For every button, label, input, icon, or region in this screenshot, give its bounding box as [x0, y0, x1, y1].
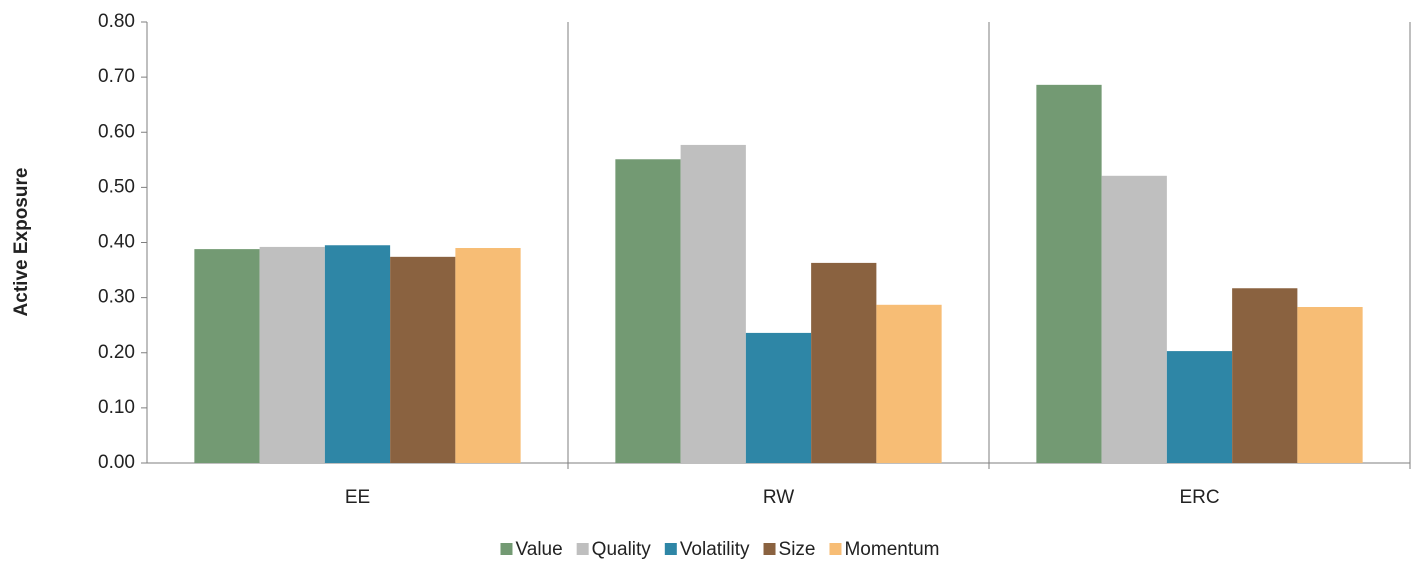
legend-label: Value [515, 539, 562, 560]
y-tick-label: 0.40 [98, 232, 135, 253]
x-tick-label: RW [763, 487, 794, 508]
legend-label: Quality [592, 539, 652, 560]
bar [811, 262, 877, 463]
bar [680, 144, 746, 463]
bar [194, 249, 260, 463]
y-tick-label: 0.10 [98, 397, 135, 418]
y-tick-label: 0.00 [98, 452, 135, 473]
legend-label: Size [779, 539, 816, 560]
x-tick-label: EE [345, 487, 370, 508]
y-tick-label: 0.70 [98, 66, 135, 87]
bar [1036, 84, 1102, 463]
legend-label: Momentum [844, 539, 939, 560]
bar [615, 159, 681, 464]
bar [1166, 351, 1233, 463]
y-tick-label: 0.50 [98, 176, 135, 197]
y-tick-label: 0.30 [98, 287, 135, 308]
y-tick-label: 0.60 [98, 121, 135, 142]
bar [455, 248, 521, 463]
bar [1101, 175, 1167, 463]
bar [259, 246, 325, 463]
bar [1232, 288, 1298, 463]
x-tick-label: ERC [1179, 487, 1219, 508]
legend-swatch [500, 543, 513, 555]
legend-swatch [763, 543, 776, 555]
y-axis-label: Active Exposure [11, 168, 32, 317]
bar [390, 256, 456, 463]
bar [876, 304, 942, 463]
legend-swatch [664, 543, 677, 555]
bar [324, 245, 391, 463]
y-tick-label: 0.80 [98, 11, 135, 32]
legend-label: Volatility [680, 539, 750, 560]
y-tick-label: 0.20 [98, 342, 135, 363]
bar [745, 332, 812, 463]
legend-swatch [576, 543, 589, 555]
bar [1297, 306, 1363, 463]
legend-swatch [829, 543, 842, 555]
